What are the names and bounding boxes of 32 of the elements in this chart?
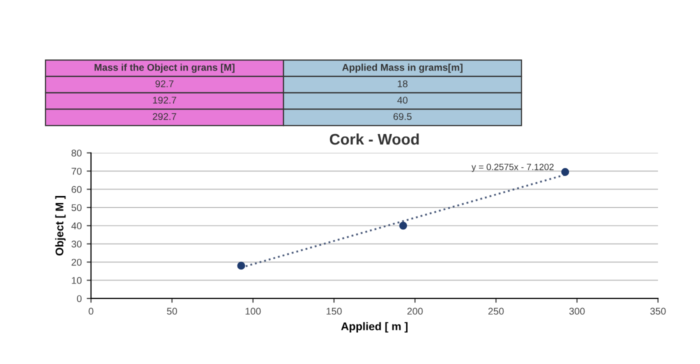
x-tick-label: 250 xyxy=(488,308,504,315)
x-tick-label: 50 xyxy=(166,308,178,315)
text: 40 xyxy=(397,96,408,104)
y-tick-label: 20 xyxy=(72,258,82,266)
x-tick-label: 0 xyxy=(88,308,94,315)
text: Applied Mass in grams[m] xyxy=(342,64,462,73)
x-tick-label: 200 xyxy=(407,308,423,315)
y-tick-label: 10 xyxy=(72,277,82,284)
x-tick-label: 350 xyxy=(650,308,666,315)
y-tick-label: 30 xyxy=(72,240,82,248)
text: 292.7 xyxy=(152,113,176,120)
y-tick-label: 40 xyxy=(71,222,82,230)
y-axis-title: Object [ M ] xyxy=(55,196,66,256)
annotation: y = 0.2575x - 7.1202 xyxy=(472,164,554,172)
text: 18 xyxy=(398,80,408,88)
x-axis-title: Applied [ m ] xyxy=(341,322,408,332)
y-tick-label: 80 xyxy=(72,150,82,156)
text: 69.5 xyxy=(394,113,412,120)
point xyxy=(399,222,408,230)
y-tick-label: 50 xyxy=(72,204,82,212)
x-tick-label: 300 xyxy=(569,308,585,315)
y-tick-label: 70 xyxy=(72,168,82,175)
y-tick-label: 60 xyxy=(72,186,82,193)
y-tick-label: 0 xyxy=(76,295,82,302)
chart-title: Cork - Wood xyxy=(330,133,419,145)
text: 192.7 xyxy=(153,96,176,104)
point xyxy=(237,262,246,270)
point xyxy=(561,168,570,176)
x-tick-label: 150 xyxy=(326,308,342,315)
x-tick-label: 100 xyxy=(246,308,261,315)
text: Mass if the Object in grans [M] xyxy=(94,64,234,73)
text: 92.7 xyxy=(155,80,174,88)
